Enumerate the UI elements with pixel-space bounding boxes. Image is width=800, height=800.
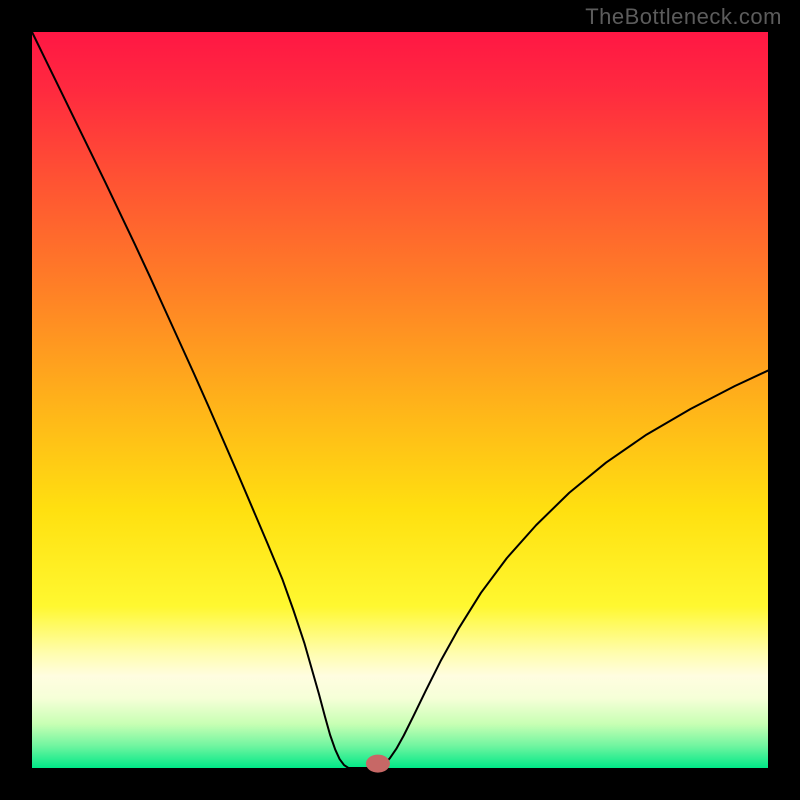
chart-stage: TheBottleneck.com xyxy=(0,0,800,800)
bottleneck-chart xyxy=(0,0,800,800)
watermark-text: TheBottleneck.com xyxy=(585,4,782,30)
optimum-marker xyxy=(366,755,390,773)
gradient-background xyxy=(32,32,768,768)
